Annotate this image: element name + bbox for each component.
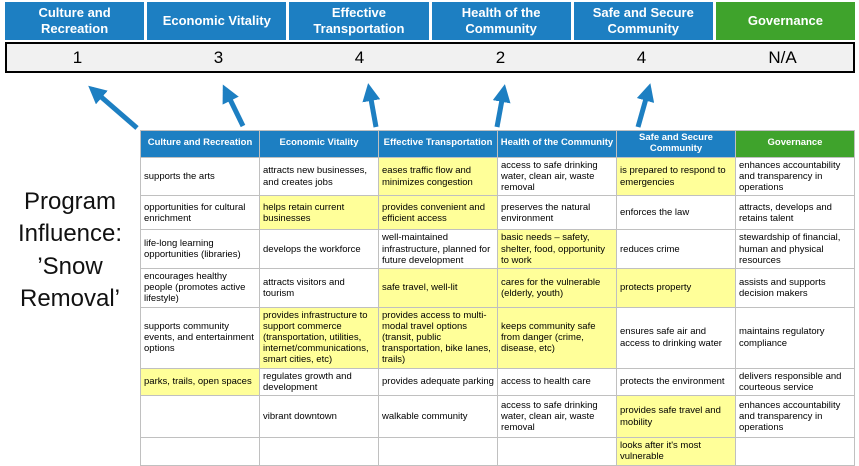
matrix-cell: access to safe drinking water, clean air… xyxy=(497,156,617,197)
matrix-cell: is prepared to respond to emergencies xyxy=(616,156,736,197)
matrix-cell: develops the workforce xyxy=(259,229,379,270)
matrix-cell: provides access to multi-modal travel op… xyxy=(378,306,498,369)
score-band: 1 3 4 2 4 N/A xyxy=(5,42,855,73)
matrix-cell: provides convenient and efficient access xyxy=(378,195,498,231)
matrix-table: Culture and Recreation Economic Vitality E… xyxy=(140,130,855,466)
matrix-cell: provides safe travel and mobility xyxy=(616,395,736,439)
matrix-cell: attracts, develops and retains talent xyxy=(735,195,855,231)
matrix-cell xyxy=(497,437,617,466)
matrix-cell xyxy=(735,437,855,466)
matrix-cell xyxy=(259,437,379,466)
matrix-header-2: Effective Transportation xyxy=(378,130,498,158)
matrix-cell xyxy=(140,395,260,439)
up-arrow-icon xyxy=(362,83,381,128)
matrix-cell: walkable community xyxy=(378,395,498,439)
matrix-cell: cares for the vulnerable (elderly, youth… xyxy=(497,268,617,308)
matrix-cell: vibrant downtown xyxy=(259,395,379,439)
matrix-row: looks after it's most vulnerable xyxy=(140,437,855,466)
matrix-cell: attracts visitors and tourism xyxy=(259,268,379,308)
matrix-cell: provides infrastructure to support comme… xyxy=(259,306,379,369)
program-title-line: Program xyxy=(23,188,117,215)
matrix-cell: supports the arts xyxy=(140,156,260,197)
pillar-header-economic: Economic Vitality xyxy=(147,2,287,40)
matrix-cell: access to health care xyxy=(497,367,617,397)
matrix-row: vibrant downtown walkable community access… xyxy=(140,395,855,439)
pillar-header-culture: Culture and Recreation xyxy=(5,2,145,40)
matrix-cell: attracts new businesses, and creates job… xyxy=(259,156,379,197)
program-title-line: Influence: xyxy=(17,220,123,248)
matrix-cell: ensures safe air and access to drinking … xyxy=(616,306,736,369)
score-transportation: 4 xyxy=(354,47,365,67)
pillar-header-governance: Governance xyxy=(715,2,856,40)
matrix-cell: supports community events, and entertain… xyxy=(140,306,260,369)
matrix-cell: looks after it's most vulnerable xyxy=(616,437,736,466)
matrix-header-row: Culture and Recreation Economic Vitality E… xyxy=(140,130,855,158)
up-arrow-icon xyxy=(492,84,511,128)
matrix-header-1: Economic Vitality xyxy=(259,130,379,158)
matrix-cell: maintains regulatory compliance xyxy=(735,306,855,369)
pillar-header-transportation: Effective Transportation xyxy=(289,2,429,40)
matrix-row: parks, trails, open spaces regulates grow… xyxy=(140,367,855,397)
pillar-header-safety: Safe and Secure Community xyxy=(573,2,713,40)
matrix-header-5: Governance xyxy=(735,130,855,158)
matrix-cell: provides adequate parking xyxy=(378,367,498,397)
up-arrow-icon xyxy=(635,83,655,128)
matrix-cell: basic needs – safety, shelter, food, opp… xyxy=(497,229,617,270)
matrix-cell: enforces the law xyxy=(616,195,736,231)
score-economic: 3 xyxy=(213,47,224,67)
matrix-cell: delivers responsible and courteous servi… xyxy=(735,367,855,397)
matrix-header-3: Health of the Community xyxy=(497,130,617,158)
matrix-cell: eases traffic flow and minimizes congest… xyxy=(378,156,498,197)
matrix-cell: regulates growth and development xyxy=(259,367,379,397)
matrix-cell: helps retain current businesses xyxy=(259,195,379,231)
matrix-cell: protects property xyxy=(616,268,736,308)
matrix-cell: assists and supports decision makers xyxy=(735,268,855,308)
matrix-cell: well-maintained infrastructure, planned … xyxy=(378,229,498,270)
matrix-cell: encourages healthy people (promotes acti… xyxy=(140,268,260,308)
pillar-header-health: Health of the Community xyxy=(431,2,571,40)
program-title-line: Removal’ xyxy=(19,285,121,313)
matrix-cell: parks, trails, open spaces xyxy=(140,367,260,397)
matrix-cell: life-long learning opportunities (librar… xyxy=(140,229,260,270)
matrix-row: opportunities for cultural enrichment hel… xyxy=(140,195,855,231)
score-culture: 1 xyxy=(72,47,83,67)
matrix-row: life-long learning opportunities (librar… xyxy=(140,229,855,270)
arrows-layer xyxy=(88,83,655,130)
matrix-cell xyxy=(378,437,498,466)
matrix-row: encourages healthy people (promotes acti… xyxy=(140,268,855,308)
score-governance: N/A xyxy=(768,47,797,67)
matrix-cell: access to safe drinking water, clean air… xyxy=(497,395,617,439)
matrix-cell: reduces crime xyxy=(616,229,736,270)
matrix-cell: keeps community safe from danger (crime,… xyxy=(497,306,617,369)
matrix-cell: safe travel, well-lit xyxy=(378,268,498,308)
matrix-row: supports the arts attracts new businesses… xyxy=(140,156,855,197)
matrix-row: supports community events, and entertain… xyxy=(140,306,855,369)
matrix-header-0: Culture and Recreation xyxy=(140,130,260,158)
score-health: 2 xyxy=(495,47,506,67)
matrix-header-4: Safe and Secure Community xyxy=(616,130,736,158)
matrix-cell: preserves the natural environment xyxy=(497,195,617,231)
matrix-cell: opportunities for cultural enrichment xyxy=(140,195,260,231)
matrix-cell xyxy=(140,437,260,466)
up-arrow-icon xyxy=(88,85,139,130)
up-arrow-icon xyxy=(222,84,246,128)
matrix-cell: protects the environment xyxy=(616,367,736,397)
program-title: Program Influence: ’Snow Removal’ xyxy=(2,186,138,316)
matrix-cell: enhances accountability and transparency… xyxy=(735,395,855,439)
pillar-header-band: Culture and Recreation Economic Vitality… xyxy=(5,2,856,40)
matrix-cell: enhances accountability and transparency… xyxy=(735,156,855,197)
program-title-line: ’Snow xyxy=(37,252,103,280)
score-safety: 4 xyxy=(636,47,647,67)
matrix-cell: stewardship of financial, human and phys… xyxy=(735,229,855,270)
